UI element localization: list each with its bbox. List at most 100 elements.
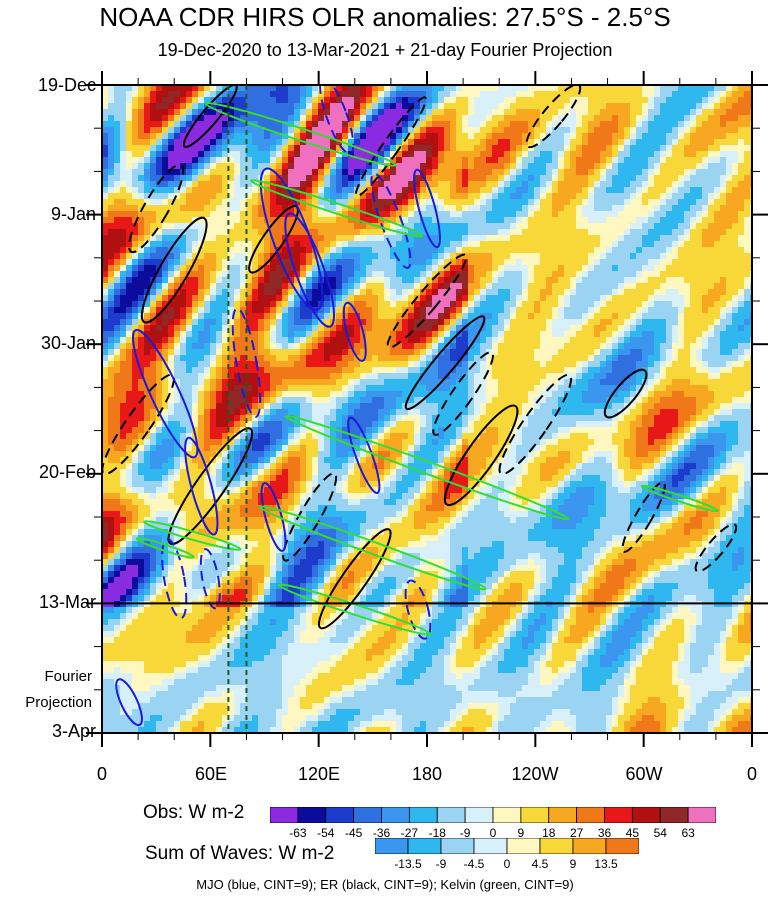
field-cell <box>264 187 271 194</box>
field-cell <box>678 343 685 350</box>
field-cell <box>108 277 115 284</box>
field-cell <box>732 175 739 182</box>
field-cell <box>660 151 667 158</box>
field-cell <box>702 313 709 320</box>
field-cell <box>474 229 481 236</box>
field-cell <box>396 139 403 146</box>
field-cell <box>480 163 487 170</box>
field-cell <box>534 355 541 362</box>
field-cell <box>156 91 163 98</box>
field-cell <box>618 139 625 146</box>
field-cell <box>324 325 331 332</box>
field-cell <box>510 85 517 92</box>
field-cell <box>444 295 451 302</box>
field-cell <box>282 325 289 332</box>
field-cell <box>258 253 265 260</box>
field-cell <box>264 133 271 140</box>
field-cell <box>648 259 655 266</box>
field-cell <box>318 235 325 242</box>
field-cell <box>222 85 229 92</box>
field-cell <box>702 169 709 176</box>
field-cell <box>342 133 349 140</box>
field-cell <box>744 325 751 332</box>
field-cell <box>210 253 217 260</box>
field-cell <box>666 325 673 332</box>
field-cell <box>714 145 721 152</box>
field-cell <box>612 139 619 146</box>
field-cell <box>324 85 331 92</box>
field-cell <box>318 193 325 200</box>
field-cell <box>120 193 127 200</box>
field-cell <box>702 97 709 104</box>
field-cell <box>522 121 529 128</box>
field-cell <box>198 163 205 170</box>
field-cell <box>666 217 673 224</box>
field-cell <box>438 175 445 182</box>
field-cell <box>690 307 697 314</box>
field-cell <box>444 229 451 236</box>
field-cell <box>324 289 331 296</box>
field-cell <box>102 241 109 248</box>
field-cell <box>420 139 427 146</box>
field-cell <box>672 283 679 290</box>
field-cell <box>306 169 313 176</box>
field-cell <box>366 103 373 110</box>
field-cell <box>534 175 541 182</box>
field-cell <box>360 253 367 260</box>
field-cell <box>258 307 265 314</box>
field-cell <box>132 139 139 146</box>
field-cell <box>390 103 397 110</box>
field-cell <box>384 91 391 98</box>
field-cell <box>354 205 361 212</box>
field-cell <box>264 349 271 356</box>
field-cell <box>726 271 733 278</box>
field-cell <box>258 121 265 128</box>
field-cell <box>318 217 325 224</box>
field-cell <box>300 193 307 200</box>
field-cell <box>414 343 421 350</box>
field-cell <box>366 277 373 284</box>
field-cell <box>552 157 559 164</box>
field-cell <box>330 121 337 128</box>
field-cell <box>630 121 637 128</box>
field-cell <box>540 253 547 260</box>
field-cell <box>540 223 547 230</box>
field-cell <box>528 349 535 356</box>
field-cell <box>654 325 661 332</box>
field-cell <box>630 187 637 194</box>
field-cell <box>258 91 265 98</box>
field-cell <box>468 289 475 296</box>
field-cell <box>360 187 367 194</box>
field-cell <box>564 247 571 254</box>
field-cell <box>612 199 619 206</box>
field-cell <box>228 157 235 164</box>
field-cell <box>192 289 199 296</box>
field-cell <box>252 91 259 98</box>
field-cell <box>294 217 301 224</box>
field-cell <box>144 115 151 122</box>
field-cell <box>624 283 631 290</box>
field-cell <box>726 235 733 242</box>
field-cell <box>102 133 109 140</box>
field-cell <box>450 271 457 278</box>
field-cell <box>336 265 343 272</box>
field-cell <box>306 289 313 296</box>
field-cell <box>222 157 229 164</box>
field-cell <box>510 265 517 272</box>
field-cell <box>390 217 397 224</box>
field-cell <box>228 313 235 320</box>
field-cell <box>696 319 703 326</box>
field-cell <box>528 265 535 272</box>
field-cell <box>294 343 301 350</box>
field-cell <box>186 235 193 242</box>
field-cell <box>108 241 115 248</box>
field-cell <box>390 97 397 104</box>
field-cell <box>324 301 331 308</box>
field-cell <box>552 265 559 272</box>
field-cell <box>156 253 163 260</box>
field-cell <box>144 169 151 176</box>
field-cell <box>384 283 391 290</box>
field-cell <box>222 295 229 302</box>
field-cell <box>162 115 169 122</box>
field-cell <box>654 229 661 236</box>
